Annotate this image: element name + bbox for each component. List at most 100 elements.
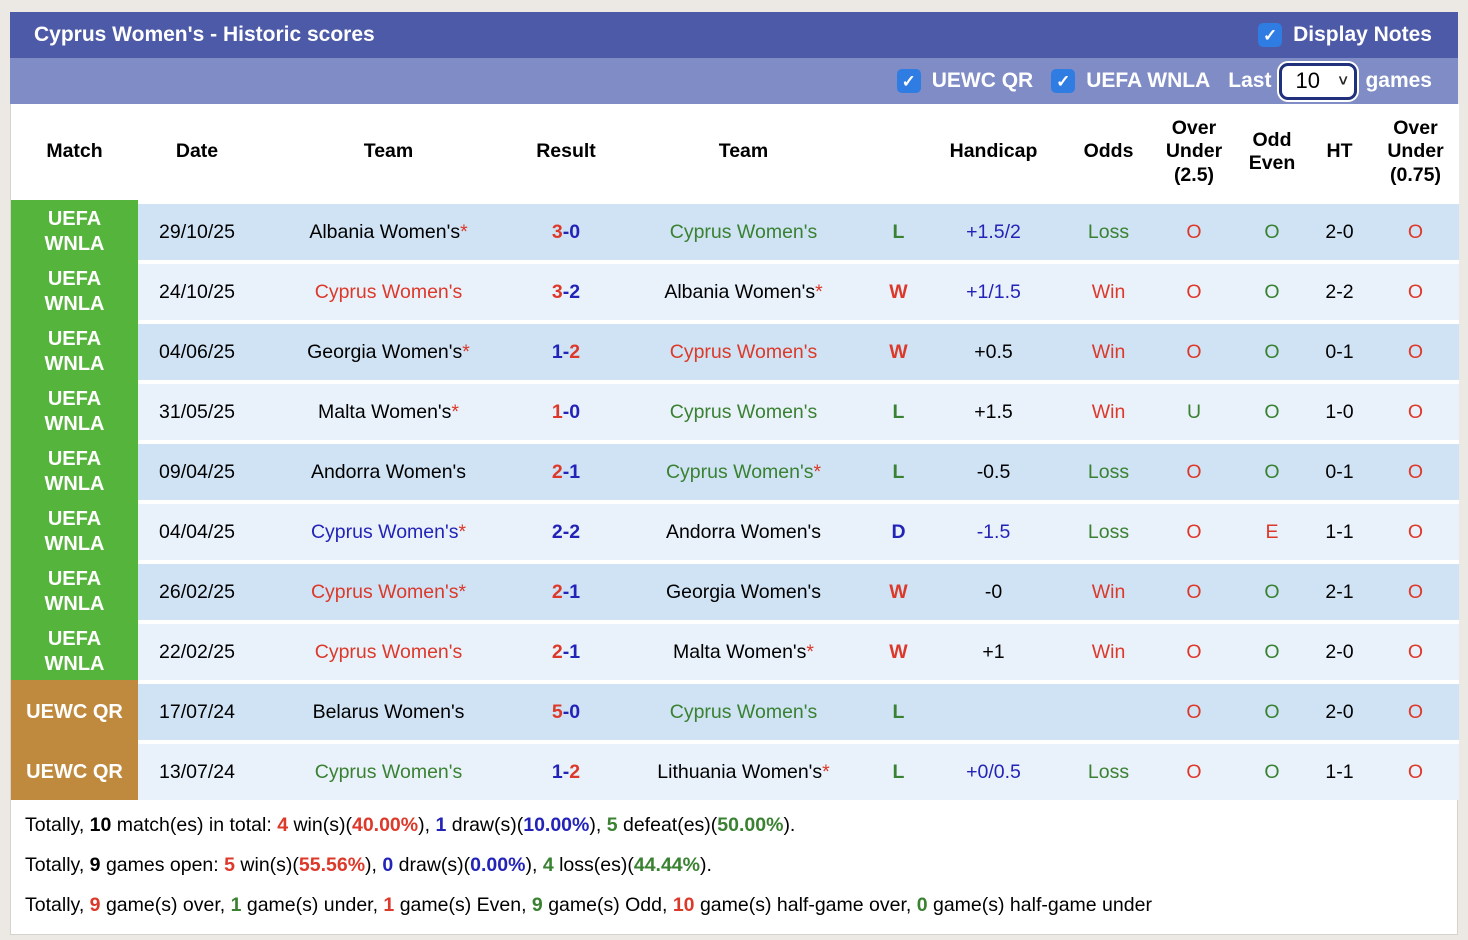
odds-value: Loss [1087, 760, 1130, 783]
filter-bar: ✓ UEWC QR ✓ UEFA WNLA Last 10 ∨ games [10, 58, 1458, 104]
badge-line: UEFA [47, 508, 102, 530]
result-cell: 3-2 [521, 260, 611, 320]
home-score: 2 [551, 580, 563, 603]
summary-segment: game(s) over, [100, 894, 231, 916]
over-under-25-cell: O [1151, 320, 1237, 380]
over-under-075-cell: O [1372, 560, 1459, 620]
away-team-name: Malta Women's [673, 640, 807, 663]
home-score: 1 [551, 340, 563, 363]
odds-value: Win [1091, 280, 1126, 303]
odd-even-value: O [1264, 460, 1280, 483]
ht-cell: 1-1 [1307, 740, 1372, 800]
display-notes-checkbox[interactable]: ✓ [1258, 23, 1283, 47]
home-team-name: Malta Women's [318, 400, 452, 423]
summary-segment: 0.00% [470, 854, 526, 876]
home-team-cell: Belarus Women's [256, 680, 521, 740]
score-dash: - [562, 220, 570, 243]
handicap-cell: +0.5 [921, 320, 1066, 380]
home-team-cell: Malta Women's* [256, 380, 521, 440]
games-label: games [1365, 69, 1432, 92]
home-team-name: Georgia Women's [307, 340, 463, 363]
away-score: 2 [569, 340, 581, 363]
handicap-value: -0.5 [976, 460, 1011, 483]
badge-line: WNLA [44, 593, 105, 615]
odd-even-value: O [1264, 760, 1280, 783]
summary: Totally, 10 match(es) in total: 4 win(s)… [11, 800, 1457, 934]
scores-sheet: Match Date Team Result Team Handicap Odd… [10, 104, 1459, 935]
over-under-075-value: O [1407, 220, 1424, 243]
home-team-asterisk: * [451, 400, 459, 423]
uefa-wnla-label: UEFA WNLA [1086, 69, 1211, 92]
score-dash: - [562, 640, 570, 663]
date-cell: 31/05/25 [138, 380, 256, 440]
home-team-cell: Cyprus Women's* [256, 560, 521, 620]
away-team-asterisk: * [822, 760, 830, 783]
wl-cell: W [876, 260, 921, 320]
ht-cell: 1-1 [1307, 500, 1372, 560]
over-under-075-cell: O [1372, 320, 1459, 380]
summary-segment: draw(s)( [393, 854, 471, 876]
odd-even-value: O [1264, 220, 1280, 243]
home-team-cell: Georgia Women's* [256, 320, 521, 380]
away-team-name: Cyprus Women's [669, 340, 818, 363]
over-under-075-cell: O [1372, 380, 1459, 440]
uewc-qr-checkbox[interactable]: ✓ [896, 69, 921, 93]
home-team-name: Andorra Women's [310, 460, 467, 483]
display-notes-group: ✓ Display Notes [1258, 23, 1432, 47]
match-competition-badge: UEFA WNLA [11, 620, 138, 680]
away-team-name: Cyprus Women's [665, 460, 814, 483]
away-team-cell: Georgia Women's [611, 560, 876, 620]
last-label: Last [1228, 69, 1272, 92]
wl-cell: W [876, 320, 921, 380]
odd-even-value: O [1264, 580, 1280, 603]
match-competition-badge: UEFA WNLA [11, 440, 138, 500]
handicap-cell: +1/1.5 [921, 260, 1066, 320]
result-cell: 2-1 [521, 620, 611, 680]
uefa-wnla-checkbox[interactable]: ✓ [1051, 69, 1076, 93]
handicap-cell: +1.5 [921, 380, 1066, 440]
summary-segment: 10 [672, 894, 695, 916]
summary-segment: game(s) under, [241, 894, 384, 916]
handicap-cell: -1.5 [921, 500, 1066, 560]
last-games-select[interactable]: 10 [1279, 62, 1358, 100]
handicap-cell: +1.5/2 [921, 200, 1066, 260]
home-team-asterisk: * [462, 340, 470, 363]
over-under-075-value: O [1407, 760, 1424, 783]
over-under-075-cell: O [1372, 260, 1459, 320]
home-team-name: Cyprus Women's [314, 280, 463, 303]
result-cell: 1-2 [521, 740, 611, 800]
home-team-asterisk: * [458, 520, 467, 543]
over-under-25-value: O [1186, 280, 1202, 303]
summary-segment: game(s) half-game over, [694, 894, 917, 916]
home-score: 2 [551, 460, 563, 483]
summary-open-line: Totally, 9 games open: 5 win(s)(55.56%),… [11, 845, 1457, 885]
over-under-075-cell: O [1372, 440, 1459, 500]
badge-line: UEFA [47, 448, 102, 470]
home-team-name: Cyprus Women's [310, 520, 459, 543]
date-cell: 17/07/24 [138, 680, 256, 740]
summary-segment: 10.00% [523, 814, 590, 836]
checkmark-icon: ✓ [1056, 71, 1071, 91]
result-cell: 1-2 [521, 320, 611, 380]
badge-line: UEFA [47, 628, 102, 650]
uewc-qr-filter: ✓ UEWC QR [896, 69, 1033, 93]
date-cell: 13/07/24 [138, 740, 256, 800]
away-team-cell: Malta Women's* [611, 620, 876, 680]
odd-even-cell: O [1237, 560, 1307, 620]
badge-line: UEFA [47, 568, 102, 590]
summary-segment: draw(s)( [446, 814, 524, 836]
odds-cell: Win [1066, 320, 1151, 380]
home-team-name: Cyprus Women's [314, 640, 463, 663]
away-score: 0 [569, 400, 581, 423]
match-competition-badge: UEFA WNLA [11, 200, 138, 260]
summary-segment: 5 [606, 814, 618, 836]
over-under-25-cell: U [1151, 380, 1237, 440]
summary-total-line: Totally, 10 match(es) in total: 4 win(s)… [11, 805, 1457, 845]
over-under-25-value: O [1186, 460, 1202, 483]
result-cell: 1-0 [521, 380, 611, 440]
col-header-match: Match [11, 104, 138, 200]
header-row: Match Date Team Result Team Handicap Odd… [11, 104, 1459, 200]
handicap-value: +1 [982, 640, 1005, 663]
odd-even-value: O [1264, 400, 1280, 423]
last-games-select-wrap: 10 ∨ [1279, 62, 1358, 100]
